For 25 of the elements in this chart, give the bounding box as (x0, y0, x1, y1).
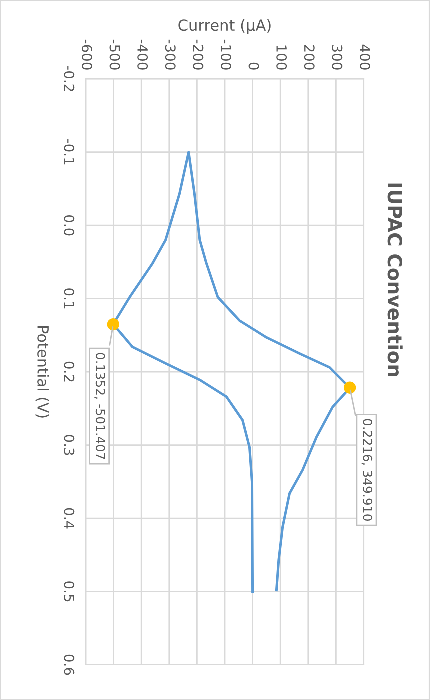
y-tick-label: -0.2 (64, 66, 75, 92)
x-tick-label: -200 (193, 40, 204, 70)
data-label: 0.2216, 349.910 (362, 419, 373, 521)
x-axis-title: Current (µA) (178, 19, 271, 34)
y-axis-title: Potential (V) (36, 326, 50, 418)
x-tick-label: 100 (276, 46, 288, 70)
text: IUPAC Convention (388, 184, 403, 376)
x-tick-label: 300 (332, 45, 343, 70)
x-tick-label: -600 (82, 40, 92, 70)
x-tick-label: -400 (138, 40, 148, 70)
x-tick-label: -300 (165, 40, 176, 70)
y-tick-label: 0.1 (64, 288, 75, 309)
x-tick-label: -100 (220, 40, 232, 70)
x-tick-label: 200 (304, 45, 315, 70)
y-tick-label: 0.2 (64, 362, 75, 382)
y-tick-label: 0.4 (64, 508, 75, 529)
x-tick-label: 0 (248, 62, 260, 70)
y-tick-label: 0.3 (64, 435, 75, 456)
x-tick-label: 400 (360, 44, 370, 70)
x-tick-label: -500 (110, 40, 120, 70)
y-tick-label: 0.0 (64, 215, 75, 236)
data-label: 0.1352, -501.407 (94, 353, 106, 460)
y-tick-label: -0.1 (64, 139, 75, 165)
y-tick-label: 0.6 (64, 654, 75, 676)
y-tick-label: 0.5 (64, 582, 75, 602)
